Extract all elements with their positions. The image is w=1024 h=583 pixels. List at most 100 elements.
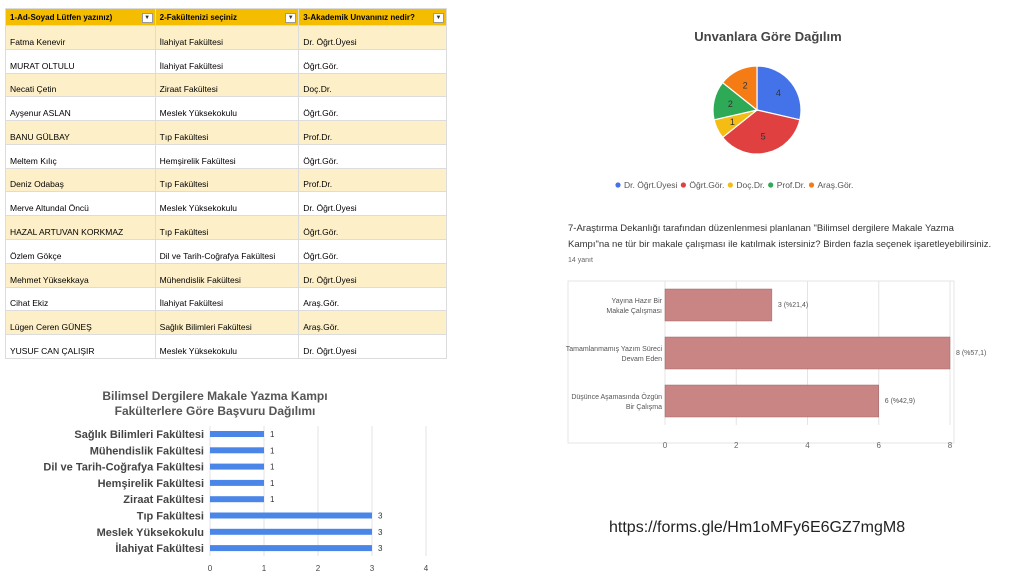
table-cell[interactable]: Meslek Yüksekokulu [154,334,300,359]
table-cell[interactable]: Öğrt.Gör. [298,143,447,169]
pie-slice-label: 2 [743,80,748,90]
article-type-chart: 7-Araştırma Dekanlığı tarafından düzenle… [566,223,991,450]
table-cell[interactable]: Dr. Öğrt.Üyesi [298,191,447,217]
article-chart-frame [567,280,955,444]
filter-dropdown-icon[interactable]: ▼ [433,13,444,23]
data-label: 1 [270,495,275,504]
table-cell[interactable]: Öğrt.Gör. [298,48,447,74]
table-cell[interactable]: Fatma Kenevir [5,25,156,50]
table-row: HAZAL ARTUVAN KORKMAZ Tıp Fakültesi Öğrt.G… [5,215,447,241]
column-header-label: 1-Ad-Soyad Lütfen yazınız) [10,12,113,22]
table-cell[interactable]: Öğrt.Gör. [298,239,447,264]
article-chart-subtitle: 14 yanıt [568,257,593,264]
table-cell[interactable]: Deniz Odabaş [5,167,156,193]
x-tick-label: 8 [948,441,953,450]
table-cell[interactable]: Dil ve Tarih-Coğrafya Fakültesi [154,239,300,264]
category-label: Sağlık Bilimleri Fakültesi [74,429,204,441]
table-row: BANU GÜLBAY Tıp Fakültesi Prof.Dr. [5,120,447,145]
table-cell[interactable]: Dr. Öğrt.Üyesi [298,334,447,359]
table-cell[interactable]: Meltem Kılıç [5,143,156,169]
legend-label: Prof.Dr. [777,180,806,190]
table-cell[interactable]: İlahiyat Fakültesi [154,286,300,312]
legend-label: Dr. Öğrt.Üyesi [624,180,677,190]
table-cell[interactable]: Dr. Öğrt.Üyesi [298,262,447,288]
x-tick-label: 6 [877,441,882,450]
table-cell[interactable]: Araş.Gör. [298,286,447,312]
data-label: 6 (%42,9) [885,398,915,405]
table-cell[interactable]: Hemşirelik Fakültesi [154,143,300,169]
data-label: 3 (%21,4) [778,302,808,309]
filter-dropdown-icon[interactable]: ▼ [141,13,153,23]
category-label: Dil ve Tarih-Coğrafya Fakültesi [43,462,204,474]
table-cell[interactable]: Doç.Dr. [298,72,447,98]
x-tick-label: 0 [663,441,668,450]
category-label: Tamamlanmamış Yazım Süreci [566,346,663,353]
table-cell[interactable]: HAZAL ARTUVAN KORKMAZ [5,215,156,241]
table-cell[interactable]: Tıp Fakültesi [154,120,300,145]
table-cell[interactable]: Lügen Ceren GÜNEŞ [5,310,156,336]
data-label: 3 [378,544,383,553]
category-label: Mühendislik Fakültesi [90,445,204,457]
data-label: 1 [270,430,275,439]
filter-dropdown-icon[interactable]: ▼ [285,13,297,23]
table-cell[interactable]: Ayşenur ASLAN [5,96,156,122]
table-row: Özlem Gökçe Dil ve Tarih-Coğrafya Fakülte… [5,239,447,264]
table-cell[interactable]: Dr. Öğrt.Üyesi [298,25,447,50]
table-cell[interactable]: Necati Çetin [5,72,156,98]
table-cell[interactable]: Meslek Yüksekokulu [154,191,300,217]
table-cell[interactable]: Prof.Dr. [298,120,447,145]
category-label: Bir Çalışma [626,404,662,411]
table-cell[interactable]: İlahiyat Fakültesi [154,48,300,74]
pie-slice-label: 5 [761,132,766,142]
category-label: Meslek Yüksekokulu [97,527,204,539]
table-cell[interactable]: Öğrt.Gör. [298,96,447,122]
x-tick-label: 4 [424,564,429,573]
column-header[interactable]: 1-Ad-Soyad Lütfen yazınız) ▼ [5,8,156,26]
table-cell[interactable]: MURAT OLTULU [5,48,156,74]
table-row: Cihat Ekiz İlahiyat Fakültesi Araş.Gör. [5,286,447,312]
legend-swatch [615,182,621,188]
table-row: Necati Çetin Ziraat Fakültesi Doç.Dr. [5,72,447,98]
table-cell[interactable]: Ziraat Fakültesi [154,72,300,98]
bar [664,384,879,418]
pie-slice [756,65,802,121]
bar [210,447,264,454]
table-cell[interactable]: BANU GÜLBAY [5,120,156,145]
table-cell[interactable]: Tıp Fakültesi [154,215,300,241]
column-header[interactable]: 3-Akademik Unvanınız nedir? ▼ [298,8,447,26]
data-label: 3 [378,512,383,521]
bar [210,528,372,535]
x-tick-label: 0 [208,564,213,573]
bar [210,545,372,552]
x-tick-label: 3 [370,564,375,573]
column-header[interactable]: 2-Fakültenizi seçiniz ▼ [154,8,300,26]
table-cell[interactable]: Mühendislik Fakültesi [154,262,300,288]
bar [664,288,773,322]
legend-swatch [727,182,733,188]
table-cell[interactable]: Cihat Ekiz [5,286,156,312]
table-cell[interactable]: Özlem Gökçe [5,239,156,264]
legend-swatch [808,182,815,188]
table-cell[interactable]: Tıp Fakültesi [154,167,300,193]
table-cell[interactable]: Sağlık Bilimleri Fakültesi [154,310,300,336]
table-cell[interactable]: Mehmet Yüksekkaya [5,262,156,288]
table-cell[interactable]: Öğrt.Gör. [298,215,447,241]
category-label: Yayına Hazır Bir [612,298,663,305]
table-row: Fatma Kenevir İlahiyat Fakültesi Dr. Öğrt.… [5,25,447,50]
table-cell[interactable]: Meslek Yüksekokulu [154,96,300,122]
table-row: Meltem Kılıç Hemşirelik Fakültesi Öğrt.Gör… [5,143,447,169]
legend-label: Doç.Dr. [736,180,764,190]
bar [210,463,264,470]
bar [664,336,951,370]
table-cell[interactable]: Prof.Dr. [298,167,447,193]
x-tick-label: 2 [316,564,321,573]
table-cell[interactable]: YUSUF CAN ÇALIŞIR [5,334,156,359]
category-label: Ziraat Fakültesi [123,494,204,506]
table-cell[interactable]: İlahiyat Fakültesi [154,25,300,50]
table-row: Mehmet Yüksekkaya Mühendislik Fakültesi Dr… [5,262,447,288]
table-row: Merve Altundal Öncü Meslek Yüksekokulu Dr.… [5,191,447,217]
table-cell[interactable]: Araş.Gör. [298,310,447,336]
category-label: Tıp Fakültesi [137,511,204,523]
form-link[interactable]: https://forms.gle/Hm1oMFy6E6GZ7mgM8 [609,519,906,536]
table-cell[interactable]: Merve Altundal Öncü [5,191,156,217]
